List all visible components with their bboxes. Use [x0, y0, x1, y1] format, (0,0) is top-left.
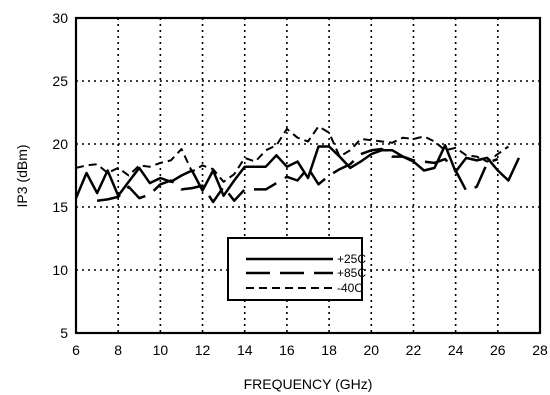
y-tick-label: 25	[52, 73, 68, 89]
series-line-40c	[75, 125, 509, 183]
x-tick-label: 10	[153, 342, 169, 358]
grid	[76, 18, 540, 333]
series-line-85c	[96, 147, 499, 204]
y-tick-label: 20	[52, 136, 68, 152]
plot-frame	[74, 16, 542, 335]
series-layer	[74, 125, 521, 204]
x-tick-label: 28	[532, 342, 548, 358]
series-line-25c	[74, 144, 521, 199]
x-tick-label: 12	[195, 342, 211, 358]
x-tick-label: 26	[490, 342, 506, 358]
y-tick-label: 30	[52, 10, 68, 26]
y-tick-label: 10	[52, 262, 68, 278]
legend: +25C +85C -40C	[227, 237, 366, 301]
legend-label-25c: +25C	[337, 252, 366, 266]
y-tick-label: 5	[60, 325, 68, 341]
x-tick-label: 8	[114, 342, 122, 358]
legend-label-40c: -40C	[337, 281, 363, 295]
x-tick-label: 16	[279, 342, 295, 358]
axis-ticks: 6 8 10 12 14 16 18 20 22 24 26 28 5 10 15 20 25 30	[52, 10, 548, 358]
y-tick-label: 15	[52, 199, 68, 215]
x-tick-label: 24	[448, 342, 464, 358]
legend-box	[227, 237, 363, 301]
x-tick-label: 18	[321, 342, 337, 358]
y-axis-title: IP3 (dBm)	[14, 144, 30, 207]
x-tick-label: 22	[406, 342, 422, 358]
legend-label-85c: +85C	[337, 266, 366, 280]
x-axis-title: FREQUENCY (GHz)	[244, 376, 373, 392]
x-tick-label: 14	[237, 342, 253, 358]
x-tick-label: 6	[72, 342, 80, 358]
x-tick-label: 20	[363, 342, 379, 358]
